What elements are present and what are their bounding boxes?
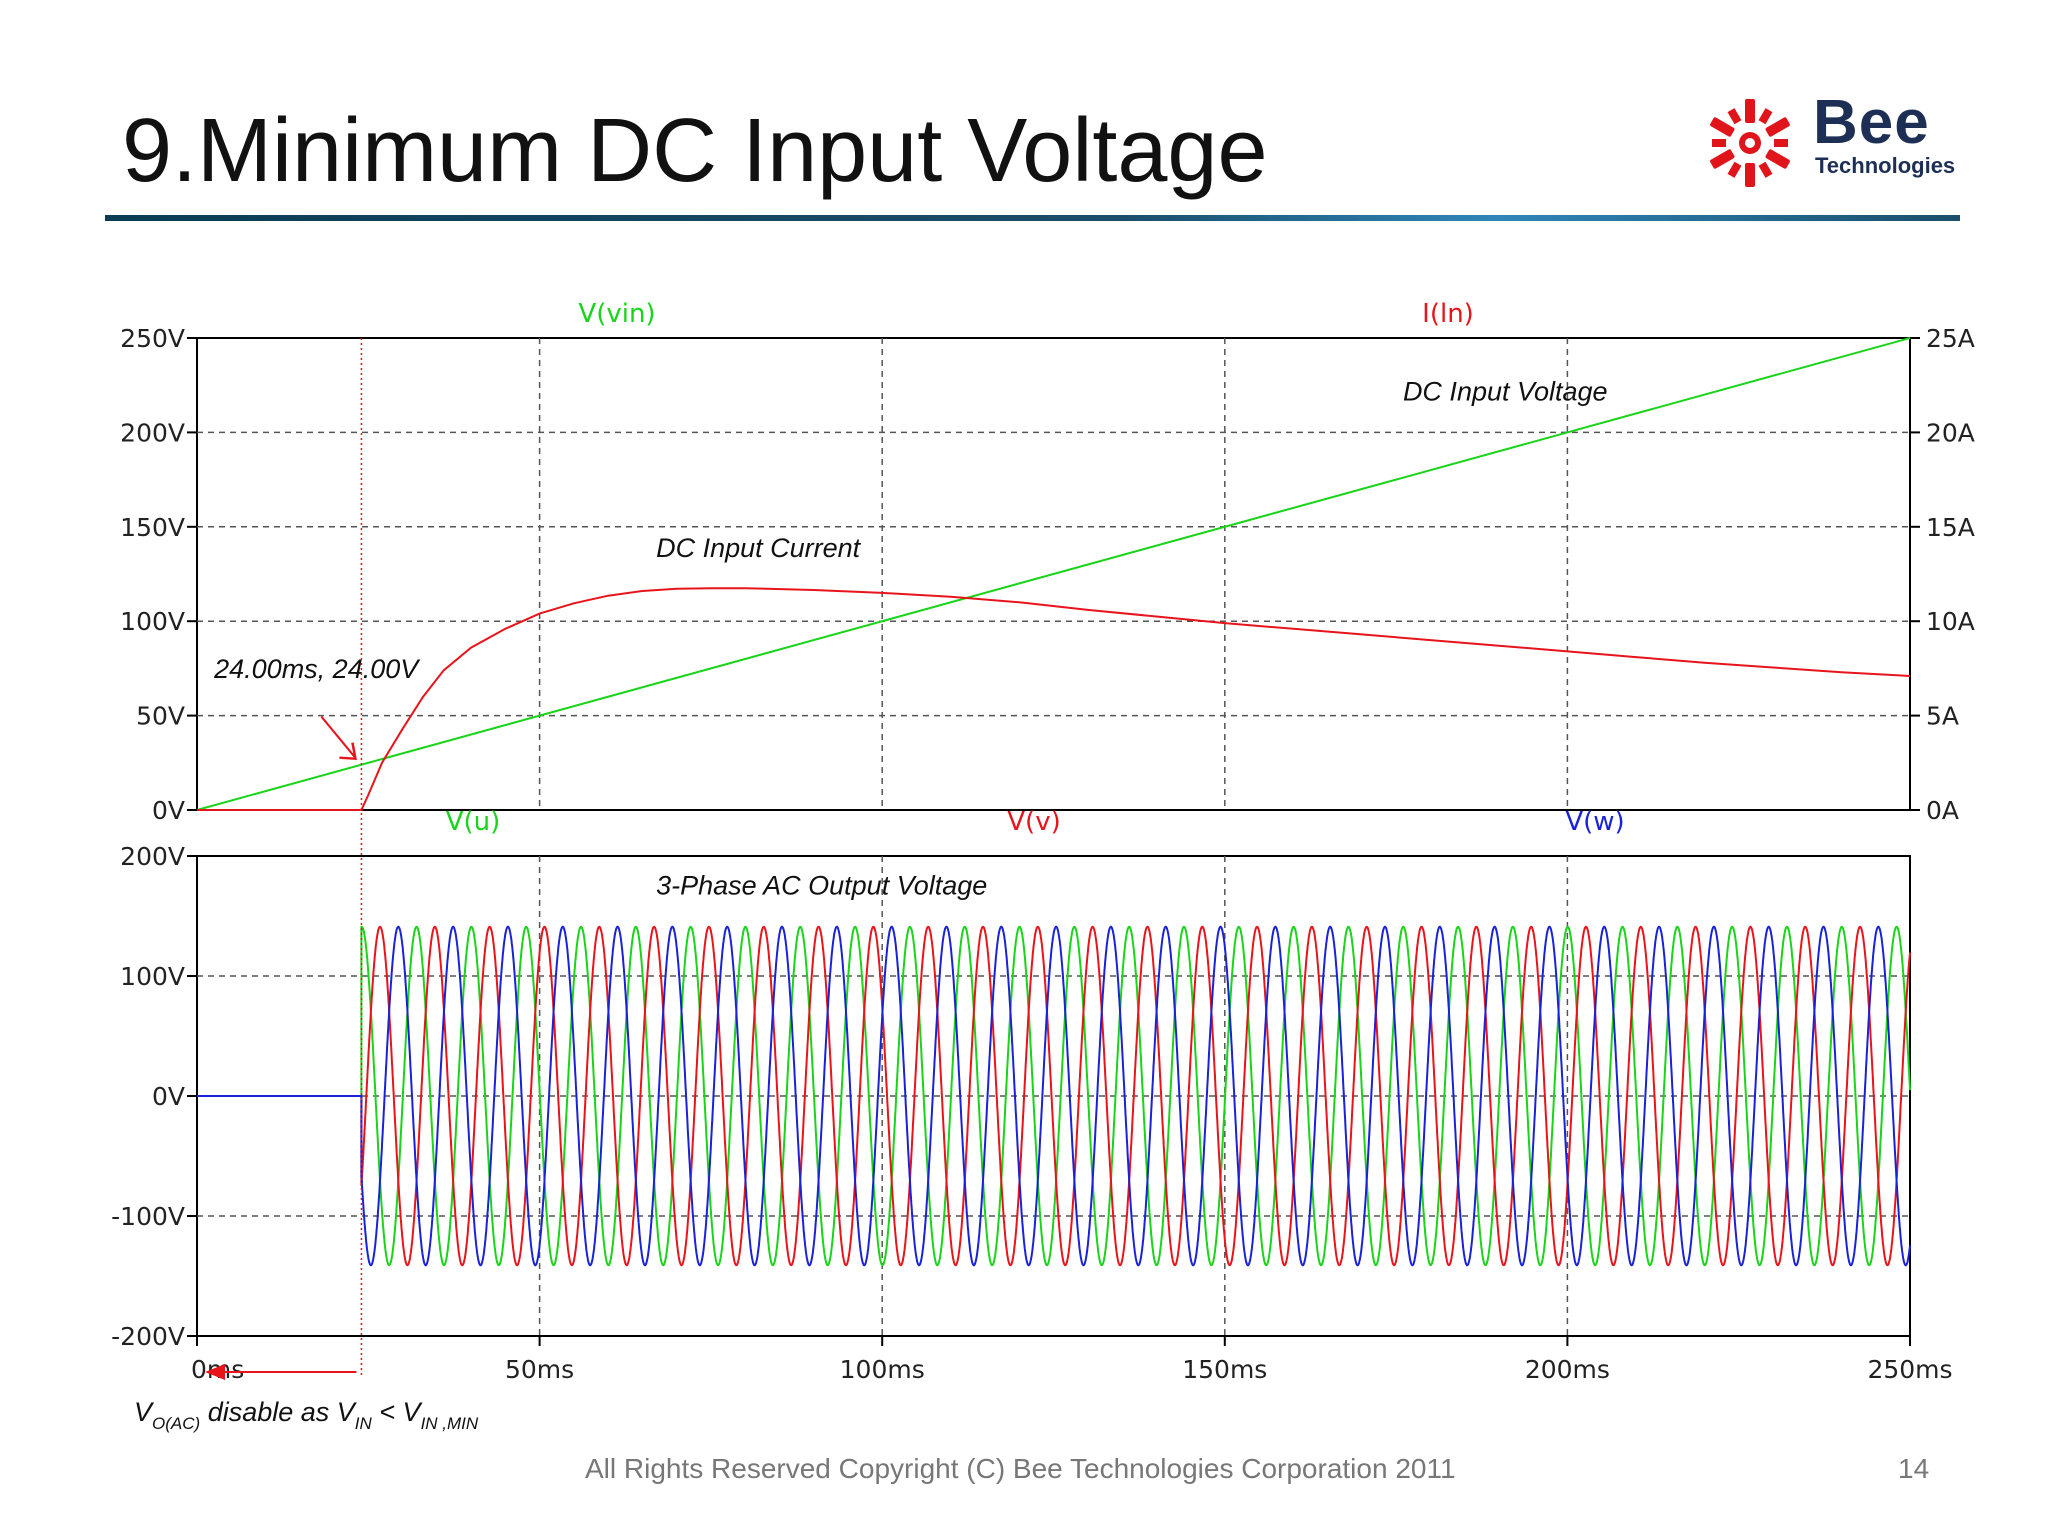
logo-wordmark: Bee [1813, 88, 1930, 157]
legend-vw: V(w) [1565, 807, 1624, 837]
page-number: 14 [1898, 1453, 1930, 1484]
upper-right-tick-label: 25A [1926, 324, 1975, 353]
note-lt: < V [372, 1397, 424, 1427]
x-tick-label: 250ms [1867, 1355, 1952, 1384]
upper-left-tick-label: 0V [152, 796, 185, 825]
upper-axis-ticks: 250V 25A 200V 20A 150V 15A 100V 10A 50V 5A 0V 0A [120, 324, 1975, 825]
bee-burst-icon [1710, 99, 1790, 187]
note-sub-in: IN [355, 1414, 373, 1433]
lower-left-tick-label: -100V [111, 1202, 185, 1231]
note-sub-inmin: IN ,MIN [421, 1414, 479, 1433]
lower-legend: V(u) V(v) V(w) [446, 807, 1625, 837]
iln-trace [197, 587, 1911, 811]
disable-arrow-head [205, 1364, 225, 1380]
upper-traces [196, 337, 1911, 811]
vin-trace [196, 337, 1911, 811]
copyright-footer: All Rights Reserved Copyright (C) Bee Te… [585, 1453, 1456, 1484]
note-mid: disable as V [200, 1397, 358, 1427]
upper-annotations: DC Input Voltage DC Input Current 24.00ms,… [213, 376, 1607, 684]
note-sub-oac: O(AC) [152, 1414, 200, 1433]
lower-left-tick-label: 0V [152, 1082, 185, 1111]
lower-traces [197, 925, 1911, 1267]
upper-left-tick-label: 100V [120, 607, 185, 636]
upper-plot-frame [196, 337, 1911, 811]
ac-output-voltage-label: 3-Phase AC Output Voltage [656, 870, 987, 900]
legend-vu: V(u) [446, 807, 501, 837]
note-v: V [134, 1397, 155, 1427]
lower-left-tick-label: -200V [111, 1322, 185, 1351]
dc-input-current-label: DC Input Current [656, 533, 862, 563]
upper-right-tick-label: 10A [1926, 607, 1975, 636]
bee-technologies-logo: Bee Technologies [1695, 88, 1970, 190]
lower-left-tick-label: 200V [120, 842, 185, 871]
cursor-readout: 24.00ms, 24.00V [213, 654, 421, 684]
x-tick-label: 50ms [505, 1355, 574, 1384]
legend-vv: V(v) [1007, 807, 1060, 837]
legend-iln: I(ln) [1422, 299, 1474, 329]
upper-panel: 250V 25A 200V 20A 150V 15A 100V 10A 50V 5A 0V 0A V(… [120, 299, 1975, 825]
lower-left-tick-label: 100V [120, 962, 185, 991]
cursor-arrow-head [339, 742, 357, 761]
title-divider [105, 215, 1960, 221]
lower-grid [197, 856, 1910, 1336]
x-tick-label: 150ms [1182, 1355, 1267, 1384]
x-tick-label: 200ms [1525, 1355, 1610, 1384]
vw-trace [197, 925, 1911, 1267]
dc-input-voltage-label: DC Input Voltage [1403, 376, 1608, 406]
lower-annotations: 3-Phase AC Output Voltage [656, 870, 987, 900]
upper-right-tick-label: 5A [1926, 702, 1959, 731]
upper-grid [197, 338, 1910, 810]
upper-left-tick-label: 150V [120, 513, 185, 542]
lower-axis-ticks: 0ms50ms100ms150ms200ms250ms200V100V0V-10… [111, 842, 1952, 1384]
upper-legend: V(vin) I(ln) [578, 299, 1473, 329]
disable-note: VO(AC) disable as VIN < VIN ,MIN [134, 1397, 479, 1433]
upper-right-tick-label: 15A [1926, 513, 1975, 542]
upper-left-tick-label: 250V [120, 324, 185, 353]
upper-right-tick-label: 0A [1926, 796, 1959, 825]
cursor-arrow-shaft [320, 716, 356, 758]
x-tick-label: 100ms [840, 1355, 925, 1384]
cursor-marker [205, 338, 363, 1380]
upper-left-tick-label: 50V [136, 702, 185, 731]
legend-vin: V(vin) [578, 299, 655, 329]
upper-right-tick-label: 20A [1926, 418, 1975, 447]
logo-subtitle: Technologies [1815, 153, 1956, 178]
vv-trace [197, 925, 1911, 1267]
slide-title: 9.Minimum DC Input Voltage [122, 101, 1268, 201]
upper-left-tick-label: 200V [120, 418, 185, 447]
vu-trace [197, 925, 1911, 1267]
lower-panel: 0ms50ms100ms150ms200ms250ms200V100V0V-10… [111, 807, 1952, 1384]
